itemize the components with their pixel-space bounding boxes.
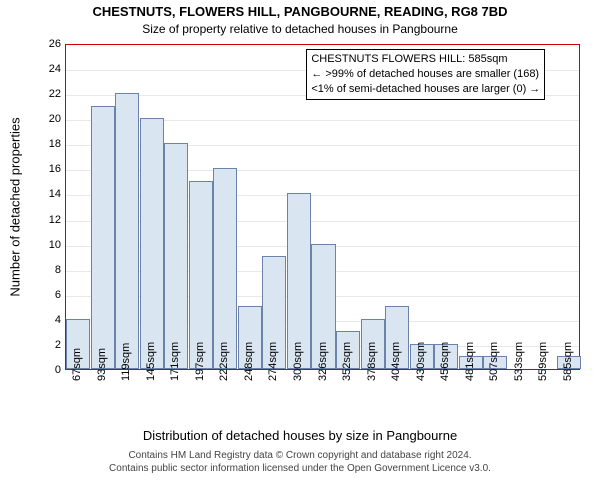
annotation-line: ← >99% of detached houses are smaller (1… [311, 67, 540, 82]
y-tick-label: 22 [37, 88, 61, 100]
y-tick-label: 20 [37, 113, 61, 125]
chart-title: CHESTNUTS, FLOWERS HILL, PANGBOURNE, REA… [0, 4, 600, 19]
histogram-bar [140, 118, 164, 369]
y-tick-label: 10 [37, 239, 61, 251]
attribution-line-1: Contains HM Land Registry data © Crown c… [0, 450, 600, 463]
y-tick-label: 12 [37, 214, 61, 226]
y-tick-label: 16 [37, 163, 61, 175]
y-tick-label: 0 [37, 364, 61, 376]
y-axis-label: Number of detached properties [8, 117, 23, 296]
histogram-bar [189, 181, 213, 369]
y-tick-label: 14 [37, 188, 61, 200]
y-tick-label: 26 [37, 38, 61, 50]
plot-area: CHESTNUTS FLOWERS HILL: 585sqm← >99% of … [65, 44, 580, 370]
chart-subtitle: Size of property relative to detached ho… [0, 22, 600, 36]
histogram-bar [91, 106, 115, 369]
histogram-bar [164, 143, 188, 369]
histogram-chart: CHESTNUTS, FLOWERS HILL, PANGBOURNE, REA… [0, 0, 600, 500]
histogram-bar [115, 93, 139, 369]
annotation-line: <1% of semi-detached houses are larger (… [311, 82, 540, 97]
attribution-line-2: Contains public sector information licen… [0, 463, 600, 476]
annotation-box: CHESTNUTS FLOWERS HILL: 585sqm← >99% of … [306, 49, 545, 100]
attribution: Contains HM Land Registry data © Crown c… [0, 450, 600, 475]
y-tick-label: 4 [37, 314, 61, 326]
y-tick-label: 24 [37, 63, 61, 75]
y-tick-label: 6 [37, 289, 61, 301]
x-axis-label: Distribution of detached houses by size … [0, 428, 600, 443]
annotation-line: CHESTNUTS FLOWERS HILL: 585sqm [311, 52, 540, 67]
y-tick-label: 18 [37, 138, 61, 150]
y-tick-label: 8 [37, 264, 61, 276]
histogram-bar [213, 168, 237, 369]
y-tick-label: 2 [37, 339, 61, 351]
